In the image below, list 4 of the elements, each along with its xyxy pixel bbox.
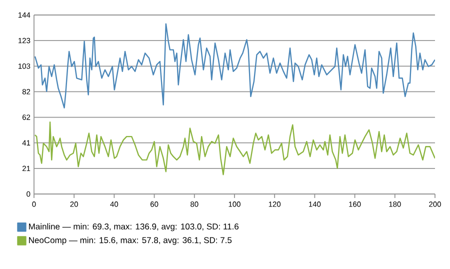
line-series bbox=[34, 23, 435, 108]
line-series bbox=[34, 122, 435, 176]
legend-label: Mainline — min: 69.3, max: 136.9, avg: 103.0, SD: 11.6 bbox=[29, 223, 239, 232]
legend-label: NeoComp — min: 15.6, max: 57.8, avg: 36.1, SD: 7.5 bbox=[29, 236, 232, 245]
